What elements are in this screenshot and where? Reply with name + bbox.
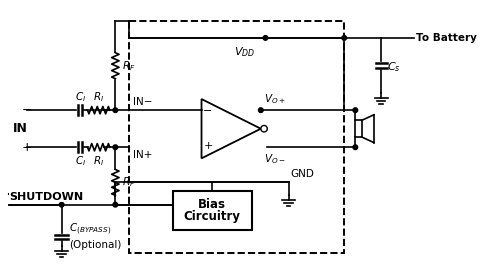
Text: Circuitry: Circuitry <box>184 210 241 223</box>
Circle shape <box>113 108 118 112</box>
Text: $R_F$: $R_F$ <box>122 175 135 189</box>
Circle shape <box>258 108 263 112</box>
Text: GND: GND <box>290 169 314 179</box>
Circle shape <box>263 35 268 40</box>
Text: $C_{(BYPASS)}$: $C_{(BYPASS)}$ <box>69 222 111 237</box>
Text: IN: IN <box>13 122 28 135</box>
Text: IN−: IN− <box>133 97 153 108</box>
Text: −: − <box>22 104 32 117</box>
Text: $V_{O+}$: $V_{O+}$ <box>264 92 285 106</box>
Text: SHUTDOWN: SHUTDOWN <box>9 192 83 202</box>
Circle shape <box>342 35 346 40</box>
Text: Bias: Bias <box>198 198 226 211</box>
Text: $C_s$: $C_s$ <box>387 61 400 75</box>
Circle shape <box>353 145 357 150</box>
Text: (Optional): (Optional) <box>69 240 121 249</box>
Text: $R_I$: $R_I$ <box>93 90 104 104</box>
Bar <box>355 120 362 137</box>
Circle shape <box>113 145 118 150</box>
Text: $C_I$: $C_I$ <box>74 154 86 167</box>
Circle shape <box>59 202 64 207</box>
Circle shape <box>113 202 118 207</box>
Text: $R_I$: $R_I$ <box>93 154 104 167</box>
Circle shape <box>353 108 357 112</box>
Text: $C_I$: $C_I$ <box>74 90 86 104</box>
Text: $V_{DD}$: $V_{DD}$ <box>234 45 256 59</box>
Text: IN+: IN+ <box>133 150 152 160</box>
Text: +: + <box>22 141 33 154</box>
Text: −: − <box>203 106 213 116</box>
Text: +: + <box>203 141 213 151</box>
Text: To Battery: To Battery <box>416 33 477 43</box>
Text: $R_F$: $R_F$ <box>122 59 135 73</box>
Text: $V_{O-}$: $V_{O-}$ <box>264 152 285 166</box>
